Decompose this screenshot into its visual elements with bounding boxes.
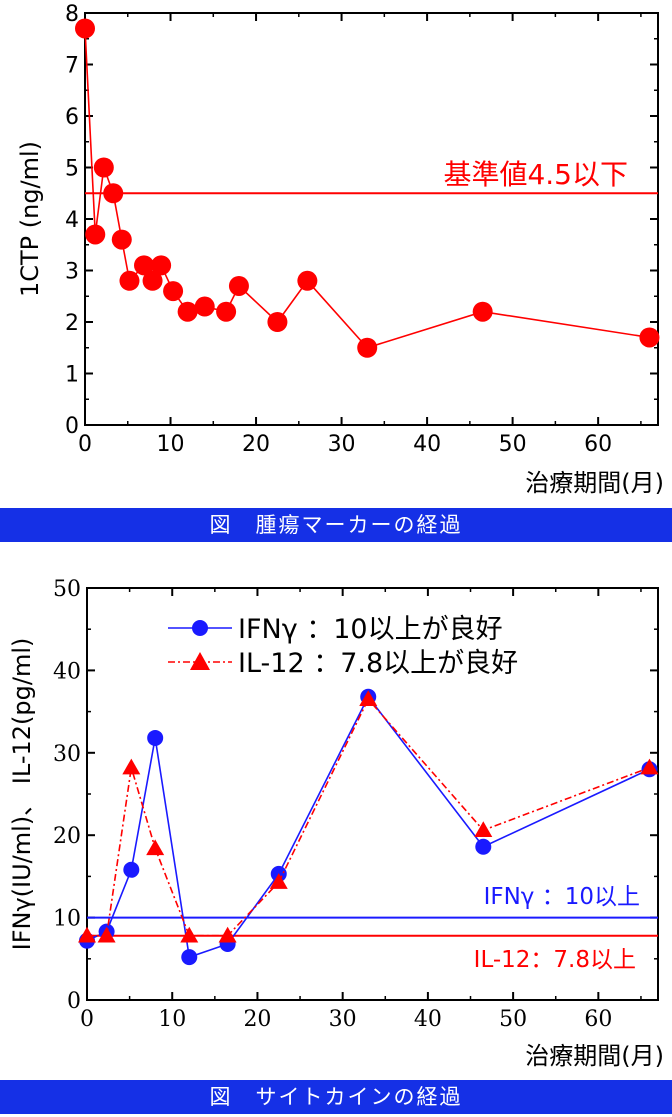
y-tick-label: 4 xyxy=(65,208,79,233)
legend-label: IL-12 ：7.8以上が良好 xyxy=(238,648,518,679)
data-point-triangle xyxy=(78,926,96,943)
data-point xyxy=(93,157,114,178)
cytokine-chart: 0 10 20 30 40 50 60 0 10 20 30 40 50 IFNγ ：10以上 IL-1… xyxy=(8,577,664,1070)
legend-marker-triangle xyxy=(190,652,210,670)
y-tick-label: 6 xyxy=(65,105,79,130)
reference-line-ifn-label: IFNγ ：10以上 xyxy=(484,884,640,910)
data-point xyxy=(134,255,155,276)
y-tick-label: 3 xyxy=(65,260,79,285)
series-group xyxy=(78,688,659,966)
y-tick-label: 10 xyxy=(53,907,81,932)
x-tick-label: 0 xyxy=(78,432,92,457)
y-tick-label: 2 xyxy=(65,311,79,336)
y-axis-label: 1CTP (ng/ml) xyxy=(16,141,44,297)
data-point-triangle xyxy=(146,839,165,856)
y-tick-label: 40 xyxy=(53,659,81,684)
x-tick-label: 30 xyxy=(328,432,356,457)
axis-ticks: 0 10 20 30 40 50 60 0 1 2 3 4 5 6 7 8 xyxy=(65,2,658,457)
x-tick-label: 30 xyxy=(329,1007,357,1032)
data-point xyxy=(267,312,288,332)
data-point xyxy=(194,296,215,317)
data-point xyxy=(297,270,318,291)
y-axis-label: IFNγ(IU/ml)、 IL-12(pg/ml) xyxy=(8,638,36,951)
x-tick-label: 40 xyxy=(413,432,441,457)
data-point xyxy=(103,183,124,204)
data-point-triangle xyxy=(122,758,141,775)
data-point-triangle xyxy=(180,926,199,943)
legend-label: IFNγ ：10以上が良好 xyxy=(238,614,503,645)
plot-frame xyxy=(84,12,659,426)
x-tick-label: 10 xyxy=(158,1007,186,1032)
x-tick-label: 60 xyxy=(584,1007,612,1032)
y-tick-label: 30 xyxy=(53,742,81,767)
y-tick-label: 5 xyxy=(65,157,79,182)
legend-marker-circle xyxy=(192,620,208,636)
data-point xyxy=(216,301,237,322)
data-point-triangle xyxy=(218,926,237,943)
data-point xyxy=(151,255,172,276)
y-tick-label: 8 xyxy=(65,2,79,27)
y-tick-label: 0 xyxy=(67,989,81,1014)
x-tick-label: 50 xyxy=(499,432,527,457)
figure-caption-tumor-marker: 図 腫瘍マーカーの経過 xyxy=(0,508,672,542)
x-tick-label: 40 xyxy=(414,1007,442,1032)
data-point xyxy=(177,301,198,322)
data-point-triangle xyxy=(97,926,116,943)
data-point-triangle xyxy=(474,821,493,838)
series-group xyxy=(75,18,660,358)
x-tick-label: 10 xyxy=(157,432,185,457)
data-point xyxy=(111,229,132,250)
axis-ticks: 0 10 20 30 40 50 60 0 10 20 30 40 50 xyxy=(53,577,658,1032)
data-point-triangle xyxy=(640,758,659,775)
data-point-triangle xyxy=(359,690,378,706)
figure-caption-cytokine: 図 サイトカインの経過 xyxy=(0,1080,672,1114)
data-point xyxy=(75,18,95,39)
y-tick-label: 50 xyxy=(53,577,81,602)
series-line xyxy=(87,697,650,937)
x-tick-label: 60 xyxy=(584,432,612,457)
series-line xyxy=(86,695,650,959)
data-point xyxy=(472,301,493,322)
y-tick-label: 20 xyxy=(53,824,81,849)
data-point xyxy=(119,270,140,291)
x-tick-label: 20 xyxy=(243,1007,271,1032)
y-tick-label: 1 xyxy=(65,363,79,388)
data-point-triangle xyxy=(269,873,288,889)
tumor-marker-chart: 0 10 20 30 40 50 60 0 1 2 3 4 5 6 7 8 基準値4.5以下 1CTP (ng… xyxy=(16,2,664,497)
data-point xyxy=(123,861,140,878)
data-point xyxy=(475,838,492,855)
reference-line-label: 基準値4.5以下 xyxy=(443,158,628,191)
data-point xyxy=(639,327,660,348)
data-point xyxy=(357,337,378,358)
data-point xyxy=(85,224,106,245)
y-tick-label: 7 xyxy=(65,54,79,79)
y-tick-label: 0 xyxy=(65,414,79,439)
x-axis-label: 治療期間(月) xyxy=(525,469,664,497)
data-point xyxy=(163,281,184,302)
data-point xyxy=(142,270,163,291)
data-point xyxy=(181,949,198,966)
x-axis-label: 治療期間(月) xyxy=(525,1042,664,1070)
x-tick-label: 20 xyxy=(242,432,270,457)
reference-line-il12-label: IL-12：7.8以上 xyxy=(474,947,636,973)
x-tick-label: 50 xyxy=(499,1007,527,1032)
data-point xyxy=(147,729,164,746)
x-tick-label: 0 xyxy=(80,1007,94,1032)
data-point xyxy=(228,275,249,296)
